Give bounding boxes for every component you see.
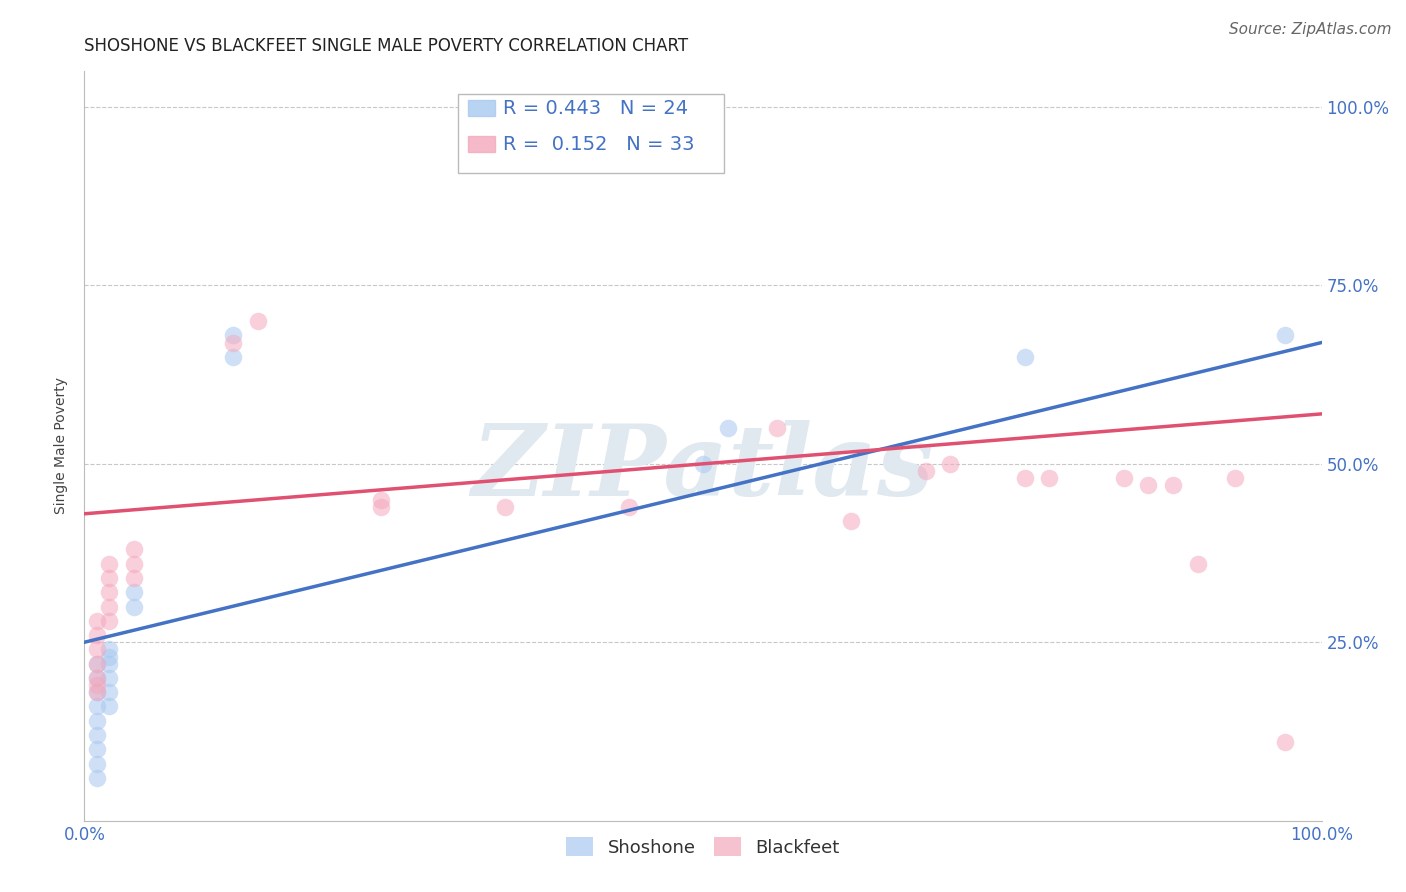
Point [86,699,108,714]
Point [86,685,108,699]
Point [1014,471,1036,485]
Point [98,685,121,699]
FancyBboxPatch shape [458,94,724,172]
FancyBboxPatch shape [468,100,495,116]
Point [86,671,108,685]
Point [717,421,740,435]
Text: SHOSHONE VS BLACKFEET SINGLE MALE POVERTY CORRELATION CHART: SHOSHONE VS BLACKFEET SINGLE MALE POVERT… [84,37,689,54]
Point [86,771,108,785]
Point [86,685,108,699]
Point [98,649,121,664]
Point [86,728,108,742]
Point [1274,735,1296,749]
Point [494,500,516,514]
Point [86,714,108,728]
Point [122,599,145,614]
Text: R =  0.152   N = 33: R = 0.152 N = 33 [502,135,695,153]
Text: ZIPatlas: ZIPatlas [472,420,934,516]
Point [1038,471,1060,485]
Point [914,464,936,478]
Point [222,328,245,343]
Point [98,614,121,628]
Point [86,657,108,671]
Point [1112,471,1135,485]
Point [122,585,145,599]
Point [98,657,121,671]
Point [86,678,108,692]
Point [98,699,121,714]
Point [122,557,145,571]
Point [98,599,121,614]
Point [1274,328,1296,343]
Point [86,657,108,671]
Point [86,671,108,685]
Point [222,335,245,350]
Point [98,642,121,657]
Point [98,571,121,585]
Point [86,642,108,657]
Point [246,314,269,328]
Point [122,571,145,585]
FancyBboxPatch shape [468,136,495,153]
Point [1014,350,1036,364]
Text: R = 0.443   N = 24: R = 0.443 N = 24 [502,99,688,118]
Point [766,421,789,435]
Point [86,628,108,642]
Y-axis label: Single Male Poverty: Single Male Poverty [55,377,69,515]
Point [98,671,121,685]
Point [1187,557,1209,571]
Legend: Shoshone, Blackfeet: Shoshone, Blackfeet [560,830,846,864]
Point [370,500,392,514]
Text: Source: ZipAtlas.com: Source: ZipAtlas.com [1229,22,1392,37]
Point [86,614,108,628]
Point [1137,478,1160,492]
Point [370,492,392,507]
Point [98,557,121,571]
Point [98,585,121,599]
Point [122,542,145,557]
Point [86,756,108,771]
Point [939,457,962,471]
Point [86,742,108,756]
Point [1161,478,1184,492]
Point [222,350,245,364]
Point [692,457,714,471]
Point [617,500,640,514]
Point [841,514,863,528]
Point [1223,471,1246,485]
